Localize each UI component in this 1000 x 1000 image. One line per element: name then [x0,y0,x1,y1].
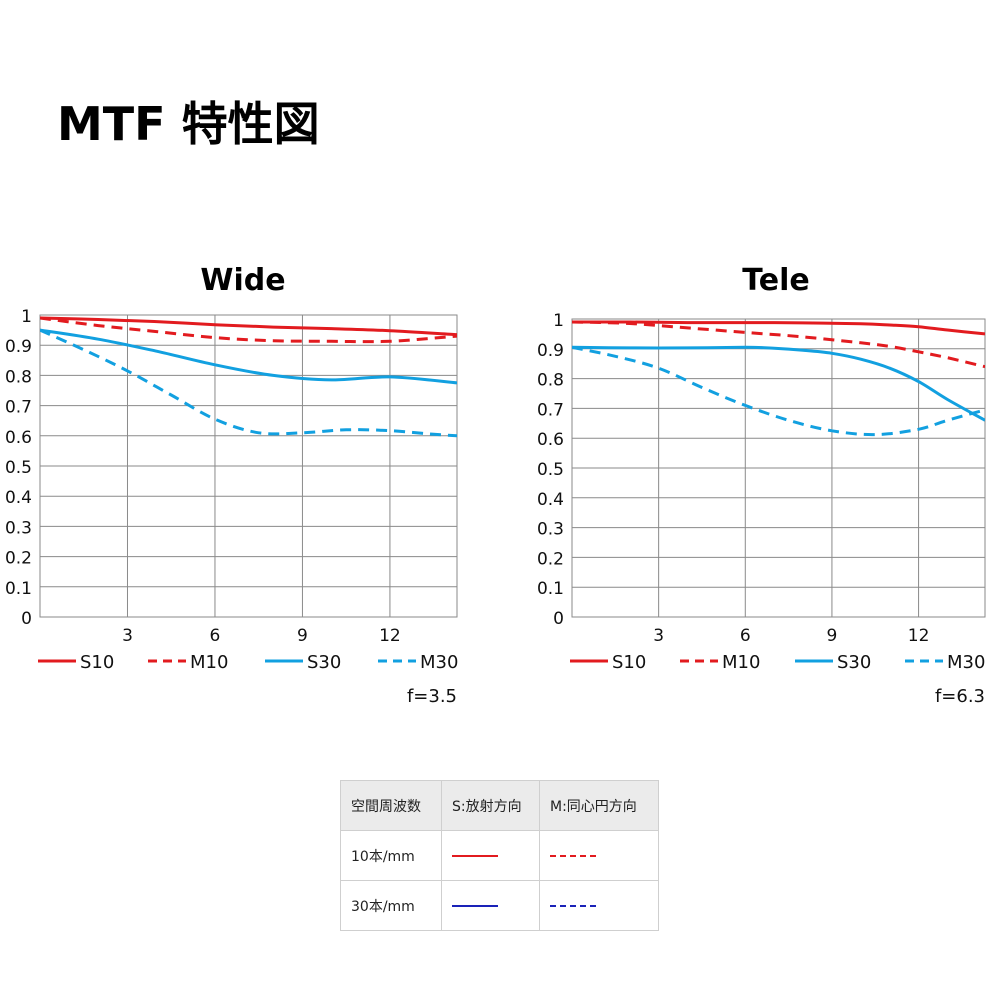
x-tick-label: 6 [210,626,221,646]
y-tick-label: 0.1 [5,579,32,599]
x-tick-label: 3 [122,626,133,646]
legend-label-s30: S30 [307,652,341,673]
mtf-charts: Wide 0 0.1 0.2 0.3 0.4 0.5 0.6 0.7 0.8 0.9 1 3 6 9 12 S1… [5,263,986,707]
sample-s30-line [452,904,498,907]
y-tick-label: 0.4 [537,490,564,510]
series-m30-line [40,328,457,438]
header-meridional: M:同心円方向 [539,780,659,831]
legend-label-s30: S30 [837,652,871,673]
plot-frame [571,318,986,618]
y-tick-label: 1 [553,311,564,331]
chart-title: Wide [200,263,285,298]
sample-cell-s30 [441,880,540,931]
legend-table: 空間周波数 S:放射方向 M:同心円方向 10本/mm 30本/mm [340,780,659,931]
plot-frame [39,314,458,618]
legend-label-s10: S10 [612,652,646,673]
y-tick-label: 0.9 [537,341,564,361]
y-tick-label: 0.7 [537,400,564,420]
x-tick-label: 9 [297,626,308,646]
mtf-chart-wide: Wide 0 0.1 0.2 0.3 0.4 0.5 0.6 0.7 0.8 0.9 1 3 6 9 12 S1… [5,263,458,707]
y-tick-label: 0 [553,609,564,629]
y-tick-label: 0.9 [5,337,32,357]
sample-m30-line [550,904,596,907]
series-s30-line [40,328,457,385]
x-tick-label: 12 [379,626,401,646]
aperture-note: f=3.5 [407,686,457,707]
chart-title: Tele [742,263,809,298]
y-tick-label: 0.2 [5,549,32,569]
series-m10-line [572,320,985,369]
y-tick-label: 0.8 [537,371,564,391]
series-s10-line [572,320,985,336]
x-tick-label: 3 [653,626,664,646]
y-tick-label: 0.6 [5,428,32,448]
series-s10-line [40,316,457,337]
x-tick-label: 12 [908,626,930,646]
aperture-note: f=6.3 [935,686,985,707]
sample-cell-s10 [441,830,540,881]
page-title: MTF 特性図 [57,97,320,151]
y-tick-label: 0.5 [537,460,564,480]
legend-label-s10: S10 [80,652,114,673]
legend-label-m10: M10 [722,652,760,673]
header-spatial-frequency: 空間周波数 [340,780,442,831]
sample-cell-m30 [539,880,659,931]
legend-table-header-row: 空間周波数 S:放射方向 M:同心円方向 [340,780,659,831]
y-tick-label: 0.8 [5,367,32,387]
y-tick-label: 0.4 [5,488,32,508]
y-tick-label: 0.3 [5,518,32,538]
legend-label-m30: M30 [947,652,985,673]
y-tick-label: 0.3 [537,520,564,540]
x-tick-label: 9 [827,626,838,646]
row-label-10lines: 10本/mm [340,830,442,881]
y-tick-label: 0.2 [537,549,564,569]
legend-label-m30: M30 [420,652,458,673]
y-tick-label: 1 [21,307,32,327]
legend-label-m10: M10 [190,652,228,673]
series-m30-line [572,345,985,437]
header-sagittal: S:放射方向 [441,780,540,831]
y-tick-label: 0.1 [537,579,564,599]
series-s30-line [572,345,985,422]
y-tick-label: 0.6 [537,430,564,450]
row-label-30lines: 30本/mm [340,880,442,931]
sample-cell-m10 [539,830,659,881]
x-tick-label: 6 [740,626,751,646]
y-tick-label: 0.7 [5,398,32,418]
legend-table-row-30: 30本/mm [340,880,659,931]
y-tick-label: 0 [21,609,32,629]
series-m10-line [40,316,457,344]
sample-m10-line [550,854,596,857]
mtf-chart-tele: Tele 0 0.1 0.2 0.3 0.4 0.5 0.6 0.7 0.8 0.9 1 3 6 9 12 S1… [537,263,986,707]
legend-table-row-10: 10本/mm [340,830,659,881]
sample-s10-line [452,854,498,857]
y-tick-label: 0.5 [5,458,32,478]
